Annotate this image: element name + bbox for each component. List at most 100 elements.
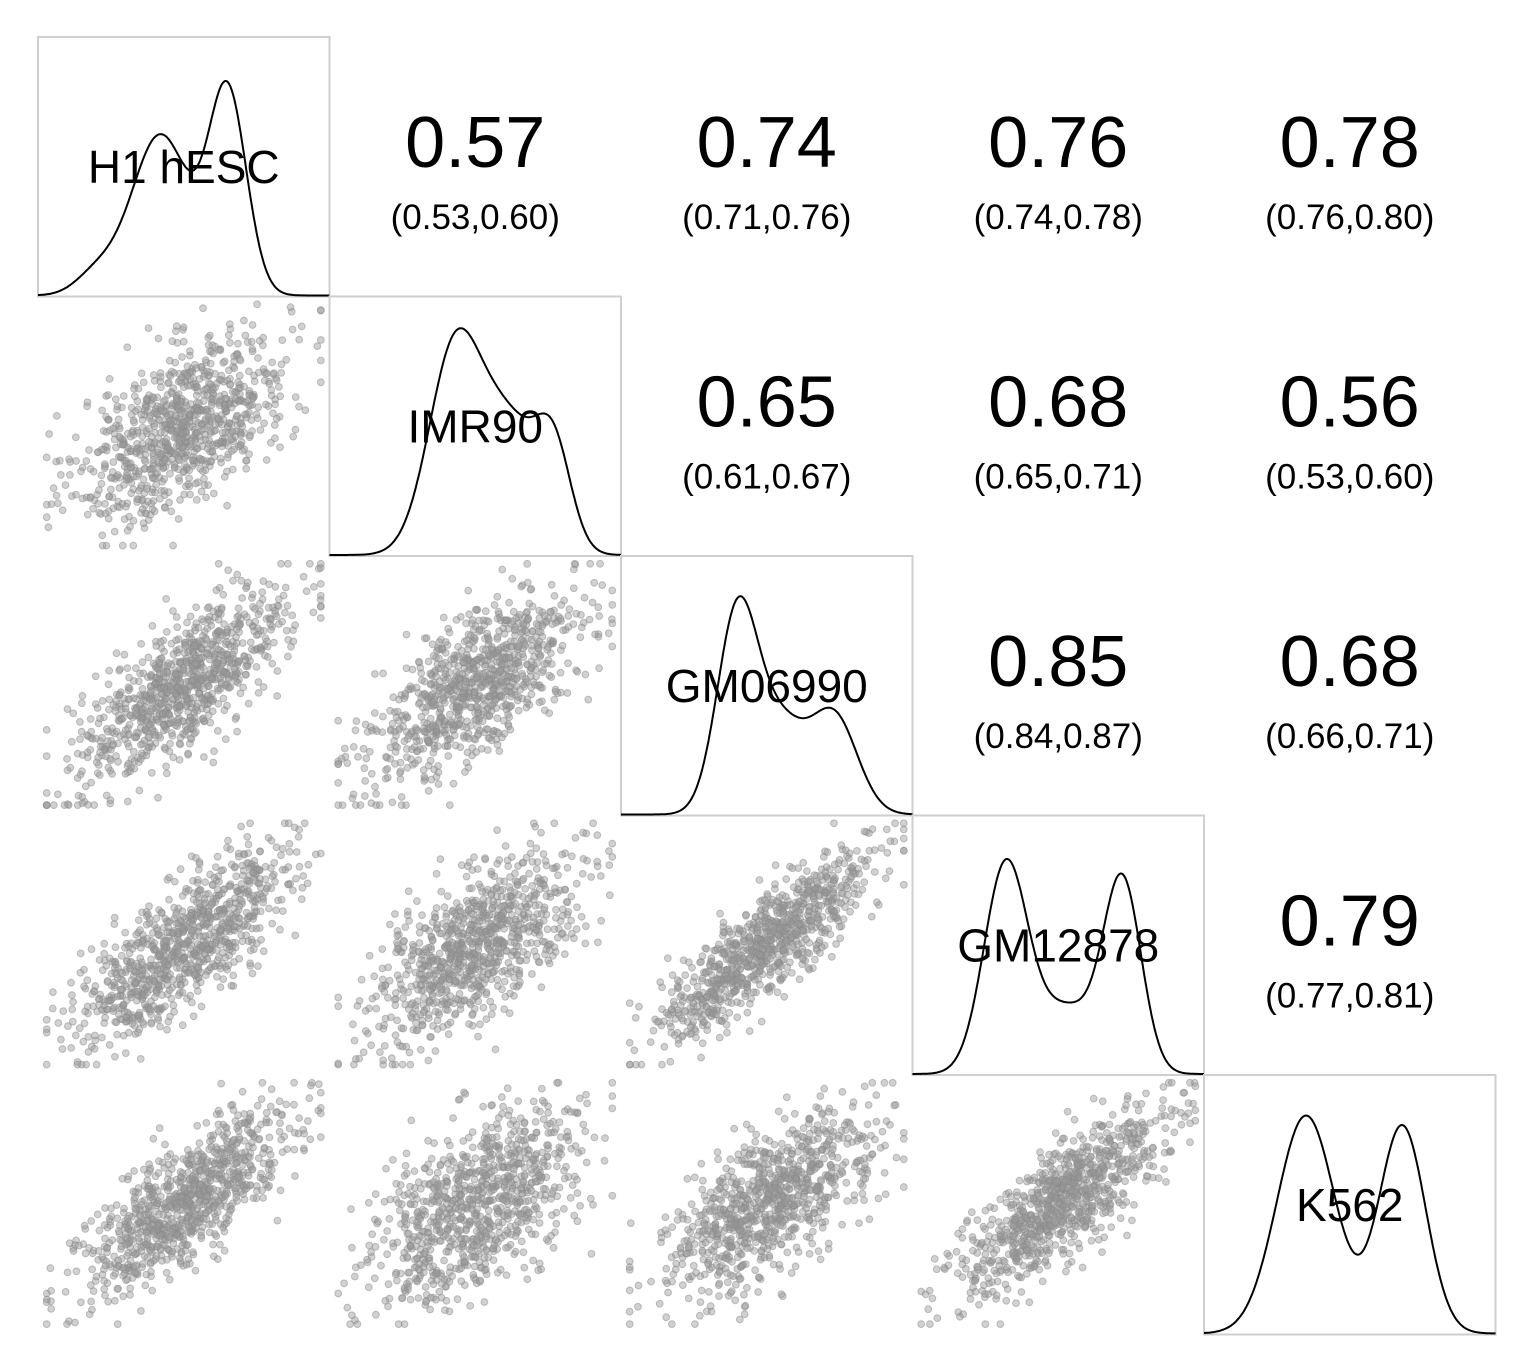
scatter-point — [246, 959, 255, 968]
scatter-point — [286, 303, 295, 312]
scatter-point — [456, 981, 465, 990]
scatter-point — [541, 857, 550, 865]
scatter-point — [264, 653, 272, 661]
scatter-point — [554, 871, 562, 880]
scatter-point — [260, 376, 269, 385]
confidence-interval: (0.66,0.71) — [1265, 717, 1434, 756]
scatter-point — [418, 911, 426, 919]
scatter-point — [276, 392, 285, 401]
scatter-point — [795, 975, 804, 984]
scatter-point — [144, 497, 152, 506]
scatter-point — [111, 1052, 119, 1061]
scatter-point — [138, 1018, 147, 1027]
scatter-point — [213, 852, 222, 861]
scatter-point — [172, 613, 181, 621]
scatter-point — [156, 450, 165, 459]
scatter-point — [160, 721, 169, 730]
scatter-point — [141, 403, 150, 412]
scatter-point — [378, 728, 387, 736]
scatter-point — [552, 914, 560, 922]
scatter-point — [313, 342, 322, 351]
scatter-point — [91, 734, 100, 743]
scatter-point — [426, 669, 435, 678]
scatter-point — [881, 874, 890, 883]
scatter-point — [553, 933, 562, 942]
scatter-point — [233, 613, 242, 621]
scatter-point — [386, 725, 395, 734]
scatter-point — [203, 649, 212, 658]
scatter-point — [256, 426, 265, 434]
scatter-point — [180, 940, 189, 948]
scatter-point — [214, 699, 223, 708]
scatter-point — [291, 425, 300, 434]
scatter-point — [133, 397, 142, 406]
scatter-point — [213, 414, 222, 423]
scatter-point — [426, 714, 435, 723]
scatter-point — [226, 683, 235, 691]
scatter-point — [505, 653, 513, 662]
scatter-point — [397, 793, 406, 801]
correlation-value: 0.56 — [1280, 363, 1420, 443]
scatter-point — [208, 401, 216, 409]
scatter-point — [149, 497, 158, 505]
scatter-point — [272, 906, 281, 915]
scatter-point — [444, 752, 453, 760]
scatter-point — [201, 634, 210, 643]
scatter-point — [409, 940, 417, 949]
scatter-point — [154, 1014, 162, 1022]
scatter-point — [486, 670, 494, 679]
scatter-point — [169, 650, 178, 659]
scatter-point — [216, 983, 225, 991]
scatter-point — [435, 677, 444, 686]
scatter-point — [245, 450, 254, 459]
scatter-point — [225, 951, 234, 960]
scatter-point — [514, 907, 523, 916]
scatter-point — [441, 698, 449, 707]
scatter-point — [164, 444, 172, 453]
scatter-point — [490, 601, 499, 609]
scatter-point — [218, 919, 227, 927]
scatter-point — [463, 748, 472, 757]
scatter-point — [163, 966, 171, 975]
scatter-point — [68, 492, 76, 501]
scatter-point — [260, 641, 269, 649]
scatter-point — [42, 513, 51, 522]
scatter-point — [546, 607, 555, 616]
scatter-point — [352, 717, 361, 725]
scatter-point — [417, 676, 426, 684]
scatter-point — [242, 582, 251, 591]
scatter-point — [42, 752, 51, 760]
scatter-point — [361, 1027, 370, 1035]
scatter-point — [393, 938, 401, 947]
scatter-point — [59, 1007, 68, 1015]
scatter-point — [316, 603, 325, 611]
scatter-point — [514, 981, 523, 990]
scatter-point — [183, 372, 192, 380]
scatter-point — [72, 457, 80, 465]
scatter-point — [309, 608, 318, 617]
scatter-point — [510, 992, 518, 1000]
scatter-point — [84, 800, 92, 809]
scatter-point — [139, 519, 148, 528]
scatter-point — [267, 391, 276, 400]
scatter-point — [224, 836, 232, 845]
scatter-point — [550, 925, 559, 934]
scatter-point — [219, 694, 228, 703]
scatter-point — [435, 654, 443, 663]
scatter-point — [505, 883, 514, 891]
scatter-point — [48, 1004, 57, 1013]
scatter-point — [515, 934, 524, 943]
scatter-point — [186, 713, 195, 721]
scatter-point — [163, 1025, 171, 1034]
scatter-point — [186, 960, 195, 968]
scatter-point — [523, 939, 531, 948]
scatter-point — [219, 590, 228, 599]
scatter-point — [190, 448, 199, 456]
scatter-point — [249, 891, 258, 900]
scatter-point — [104, 514, 113, 523]
scatter-point — [277, 360, 286, 369]
scatter-point — [595, 664, 603, 673]
scatter-point — [105, 666, 114, 675]
scatter-point — [452, 899, 461, 907]
scatter-point — [559, 626, 567, 635]
